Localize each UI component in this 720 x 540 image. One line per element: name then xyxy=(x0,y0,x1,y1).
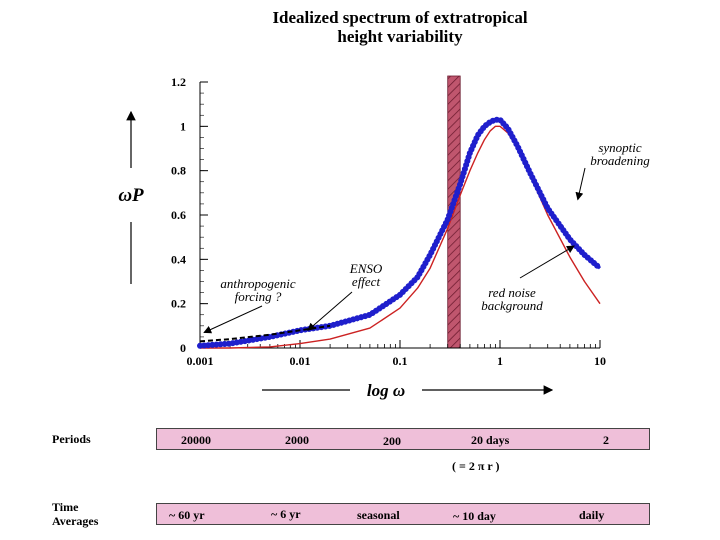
time-average-item: ~ 6 yr xyxy=(271,507,301,521)
time-average-item: ~ 10 day xyxy=(453,509,496,523)
annotation-arrow xyxy=(575,167,586,201)
series-line-core xyxy=(199,118,602,348)
annotation-text: ENSO xyxy=(349,261,383,276)
chart-title-line-2: height variability xyxy=(337,27,463,46)
period-item: 20000 xyxy=(181,433,211,447)
y-tick-label: 1.2 xyxy=(171,75,186,89)
time-average-item: ~ 60 yr xyxy=(169,508,205,522)
annotation-text: effect xyxy=(352,274,381,289)
y-tick-label: 0.4 xyxy=(171,252,186,266)
period-item: 20 days xyxy=(471,433,510,447)
period-item: 2 xyxy=(603,433,609,447)
y-tick-label: 0.8 xyxy=(171,164,186,178)
x-tick-label: 0.01 xyxy=(290,354,311,368)
x-tick-label: 10 xyxy=(594,354,606,368)
y-axis-label: ωP xyxy=(118,185,144,206)
y-tick-label: 1 xyxy=(180,119,186,133)
periods-label: Periods xyxy=(52,432,91,446)
spectrum-chart: 0.001 0.01 0.1 1 10 0 0.2 0.4 0.6 0.8 1 1.2 anthropo… xyxy=(118,75,650,400)
periods-band: 20000 2000 200 20 days 2 xyxy=(156,428,650,450)
time-average-item: seasonal xyxy=(357,508,400,522)
annotation-text: broadening xyxy=(590,153,650,168)
annotation-arrow xyxy=(307,291,353,331)
period-item: 200 xyxy=(383,434,401,448)
annotation-arrow xyxy=(519,245,575,279)
annotation-text: synoptic xyxy=(598,140,642,155)
annotation-text: background xyxy=(481,298,543,313)
x-axis-label: log ω xyxy=(367,381,405,400)
series-line-thin xyxy=(200,125,601,349)
x-tick-label: 0.001 xyxy=(187,354,214,368)
y-tick-label: 0 xyxy=(180,341,186,355)
annotation-text: anthropogenic xyxy=(220,276,296,291)
time-averages-label-line-2: Averages xyxy=(52,514,99,528)
annotation-text: forcing ? xyxy=(235,289,282,304)
y-tick-label: 0.2 xyxy=(171,297,186,311)
time-averages-band: ~ 60 yr ~ 6 yr seasonal ~ 10 day daily xyxy=(156,503,650,525)
annotation-text: red noise xyxy=(488,285,536,300)
x-tick-label: 0.1 xyxy=(393,354,408,368)
y-tick-label: 0.6 xyxy=(171,208,186,222)
series-line-dashed xyxy=(199,324,331,343)
chart-title-line-1: Idealized spectrum of extratropical xyxy=(272,8,528,27)
period-item: 2000 xyxy=(285,433,309,447)
annotation-arrow xyxy=(203,305,263,334)
time-average-item: daily xyxy=(579,508,605,522)
x-tick-label: 1 xyxy=(497,354,503,368)
periods-note: ( = 2 π r ) xyxy=(452,459,500,473)
time-averages-label-line-1: Time xyxy=(52,500,79,514)
